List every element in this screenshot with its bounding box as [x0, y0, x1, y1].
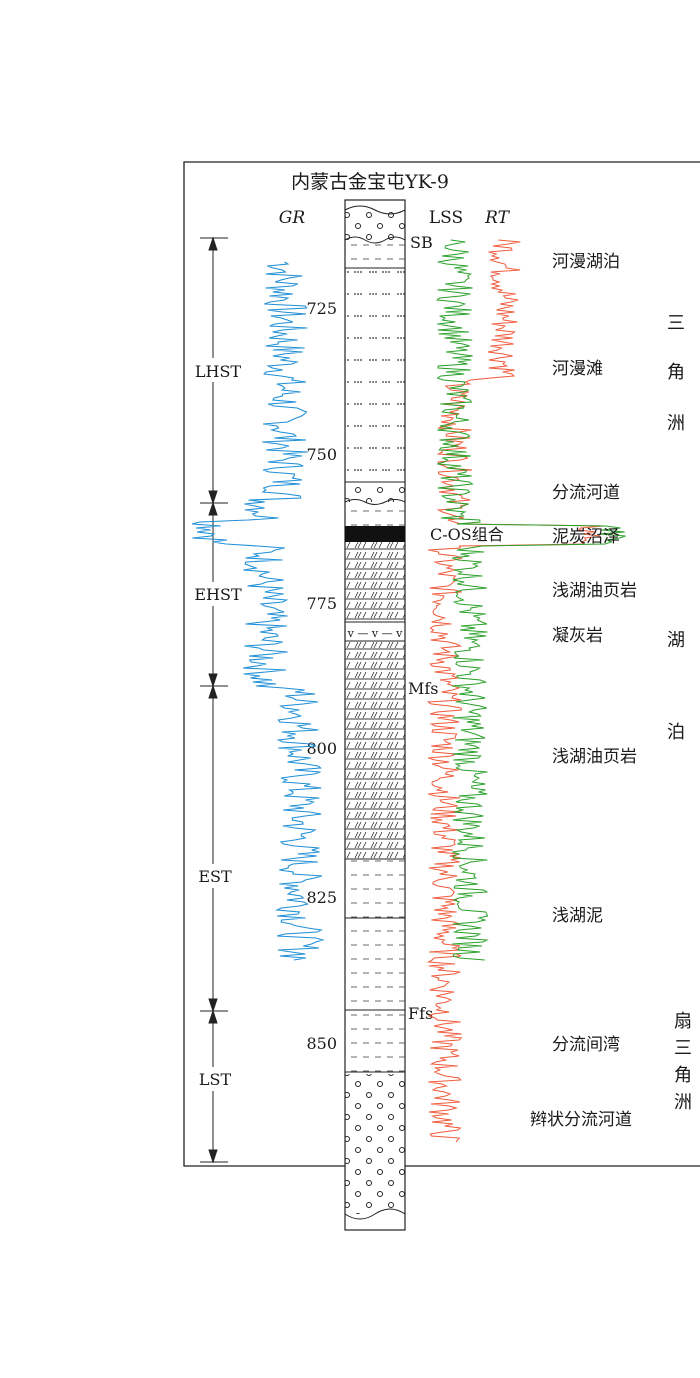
env-delta-char-2: 角 [667, 362, 685, 383]
surface-sb: SB [410, 233, 433, 252]
tract-label-lst: LST [199, 1070, 232, 1089]
figure-frame [183, 161, 700, 1167]
depth-label-800: 800 [306, 739, 337, 758]
figure-title: 内蒙古金宝屯YK-9 [291, 171, 449, 193]
lss-header: LSS [429, 208, 463, 228]
env-fan-char-2: 三 [674, 1038, 692, 1059]
surface-ffs: Ffs [408, 1004, 433, 1023]
rt-header: RT [484, 208, 511, 228]
gr-header: GR [279, 208, 306, 228]
surface-c-os: C-OS组合 [430, 525, 504, 544]
env-fan-char-1: 扇 [674, 1011, 692, 1032]
facies-label-4: 泥炭沼泽 [552, 527, 620, 547]
facies-label-2: 河漫滩 [552, 359, 603, 379]
facies-label-3: 分流河道 [552, 483, 620, 503]
coal-bed [345, 526, 405, 542]
env-fan-char-4: 洲 [674, 1092, 692, 1113]
env-fan-char-3: 角 [674, 1065, 692, 1086]
facies-label-10: 辫状分流河道 [530, 1110, 632, 1130]
gr-log-curve [191, 261, 325, 961]
depth-label-725: 725 [306, 299, 337, 318]
tract-label-lhst: LHST [195, 362, 242, 381]
rt-log-curve [426, 239, 604, 1143]
depth-label-775: 775 [306, 594, 337, 613]
env-delta-char-3: 洲 [667, 413, 685, 434]
facies-label-6: 凝灰岩 [552, 626, 603, 646]
depth-label-750: 750 [306, 445, 337, 464]
facies-label-1: 河漫湖泊 [552, 252, 620, 272]
facies-label-7: 浅湖油页岩 [552, 747, 637, 767]
facies-label-5: 浅湖油页岩 [552, 581, 637, 601]
env-lake-char-2: 泊 [667, 722, 685, 743]
env-lake-char-1: 湖 [667, 630, 685, 651]
lithology-column: v — v — v [344, 199, 406, 1231]
tuff-symbol: v — v — v [347, 627, 403, 640]
facies-label-8: 浅湖泥 [552, 906, 603, 926]
depth-label-850: 850 [306, 1034, 337, 1053]
lss-log-curve [435, 239, 626, 961]
tract-label-est: EST [198, 867, 232, 886]
tract-label-ehst: EHST [194, 585, 242, 604]
facies-label-9: 分流间湾 [552, 1035, 620, 1055]
systems-tract-axis [200, 236, 228, 1164]
depth-label-825: 825 [306, 888, 337, 907]
env-delta-char-1: 三 [667, 313, 685, 334]
surface-mfs: Mfs [408, 679, 439, 698]
